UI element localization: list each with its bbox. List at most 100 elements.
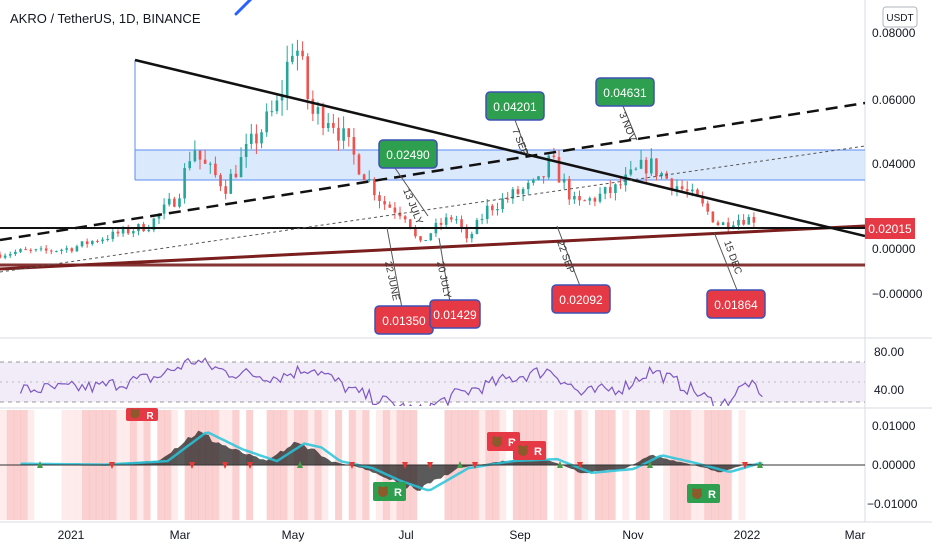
candle [91, 240, 94, 246]
signal-bull-dec: R [687, 484, 720, 503]
callout-low-1429-value: 0.01429 [433, 308, 477, 322]
candle [639, 149, 643, 170]
rsi-line [19, 357, 763, 406]
candle [75, 244, 79, 252]
candle [96, 239, 99, 244]
candle [701, 191, 704, 207]
candle [208, 161, 212, 174]
candle [65, 245, 68, 253]
signal-bear-sep: R [513, 441, 546, 460]
osc-marker [757, 461, 763, 468]
last-price-value: 0.02015 [868, 222, 912, 236]
candle [280, 80, 284, 116]
candle [383, 196, 386, 210]
price-axis[interactable]: 0.08000 0.06000 0.04000 0.00000 −0.00000 [872, 26, 923, 301]
osc-tick-neg: −0.01000 [867, 497, 918, 511]
signal-bear-aug-label: R [508, 437, 516, 449]
candle [296, 39, 299, 71]
candle [485, 198, 489, 224]
candle [521, 187, 525, 202]
candle [721, 221, 725, 226]
candle [537, 176, 540, 181]
candle [111, 228, 115, 242]
candle [234, 164, 238, 179]
rsi-axis[interactable]: 80.00 40.00 [874, 345, 904, 397]
candle [706, 200, 710, 215]
candle [429, 232, 433, 242]
dotted-trendline [0, 145, 865, 273]
time-axis[interactable]: 2021 Mar May Jul Sep Nov 2022 Mar [58, 528, 866, 542]
candle [244, 133, 248, 168]
candle [670, 177, 674, 196]
signal-bear-sep-label: R [534, 446, 542, 458]
osc-marker [109, 462, 115, 469]
candle [619, 177, 622, 189]
candle [60, 248, 63, 255]
candle [711, 211, 715, 223]
candle [593, 196, 597, 207]
osc-marker [457, 461, 463, 468]
oscillator-axis[interactable]: 0.01000 0.00000 −0.01000 [867, 419, 918, 511]
leader-line-low-1864 [713, 231, 738, 291]
osc-marker [247, 462, 253, 469]
candle [588, 196, 592, 205]
candle [516, 185, 520, 196]
osc-marker [472, 462, 478, 469]
candle [0, 251, 2, 259]
candle [44, 245, 48, 254]
callout-high-4631: 0.04631 [595, 77, 655, 107]
candle [34, 248, 38, 252]
time-label-sep: Sep [509, 528, 531, 542]
candle [608, 180, 612, 199]
candle [193, 140, 197, 163]
candle [419, 235, 422, 243]
dashed-trendline [0, 101, 865, 242]
resistance-zone [135, 150, 865, 180]
candle [301, 41, 304, 60]
candle [152, 217, 156, 233]
signal-bull-jun: R [373, 482, 406, 501]
candle [680, 180, 684, 193]
candle [332, 113, 335, 134]
callout-low-1864: 0.01864 [706, 289, 766, 319]
time-label-nov: Nov [622, 528, 643, 542]
candle [675, 179, 679, 197]
candle [491, 204, 494, 216]
candle [747, 214, 751, 225]
candle [567, 175, 571, 205]
oscillator-pane [0, 430, 865, 492]
chart-title: AKRO / TetherUS, 1D, BINANCE [10, 11, 201, 26]
callout-high-4631-value: 0.04631 [603, 86, 647, 100]
candle [644, 157, 648, 183]
osc-marker [557, 461, 563, 468]
candle [55, 250, 58, 253]
price-pane: 13 JULY 7 SEP 3 NOV 22 JUNE 20 JULY 22 S… [0, 0, 865, 309]
candle [24, 246, 27, 251]
candle [557, 150, 561, 183]
candle [326, 113, 330, 132]
candle [229, 169, 233, 195]
candle [162, 198, 166, 220]
currency-button[interactable]: USDT [882, 6, 918, 28]
candle [255, 124, 258, 154]
candle [203, 149, 207, 165]
descending-trendline [134, 58, 865, 238]
candle [444, 213, 448, 228]
osc-tick-zero: 0.00000 [872, 458, 916, 472]
candle [752, 212, 756, 227]
callout-low-2092: 0.02092 [551, 284, 611, 314]
osc-marker [402, 462, 408, 469]
candle [573, 191, 576, 204]
candle [306, 53, 310, 110]
candle [373, 177, 376, 201]
candle [424, 240, 427, 242]
candle [547, 153, 551, 180]
price-candles [0, 39, 756, 260]
candle [357, 153, 361, 176]
signal-bear-aug: R [487, 432, 520, 451]
candle [183, 163, 186, 204]
candle [393, 202, 397, 219]
rsi-pane [0, 357, 865, 406]
